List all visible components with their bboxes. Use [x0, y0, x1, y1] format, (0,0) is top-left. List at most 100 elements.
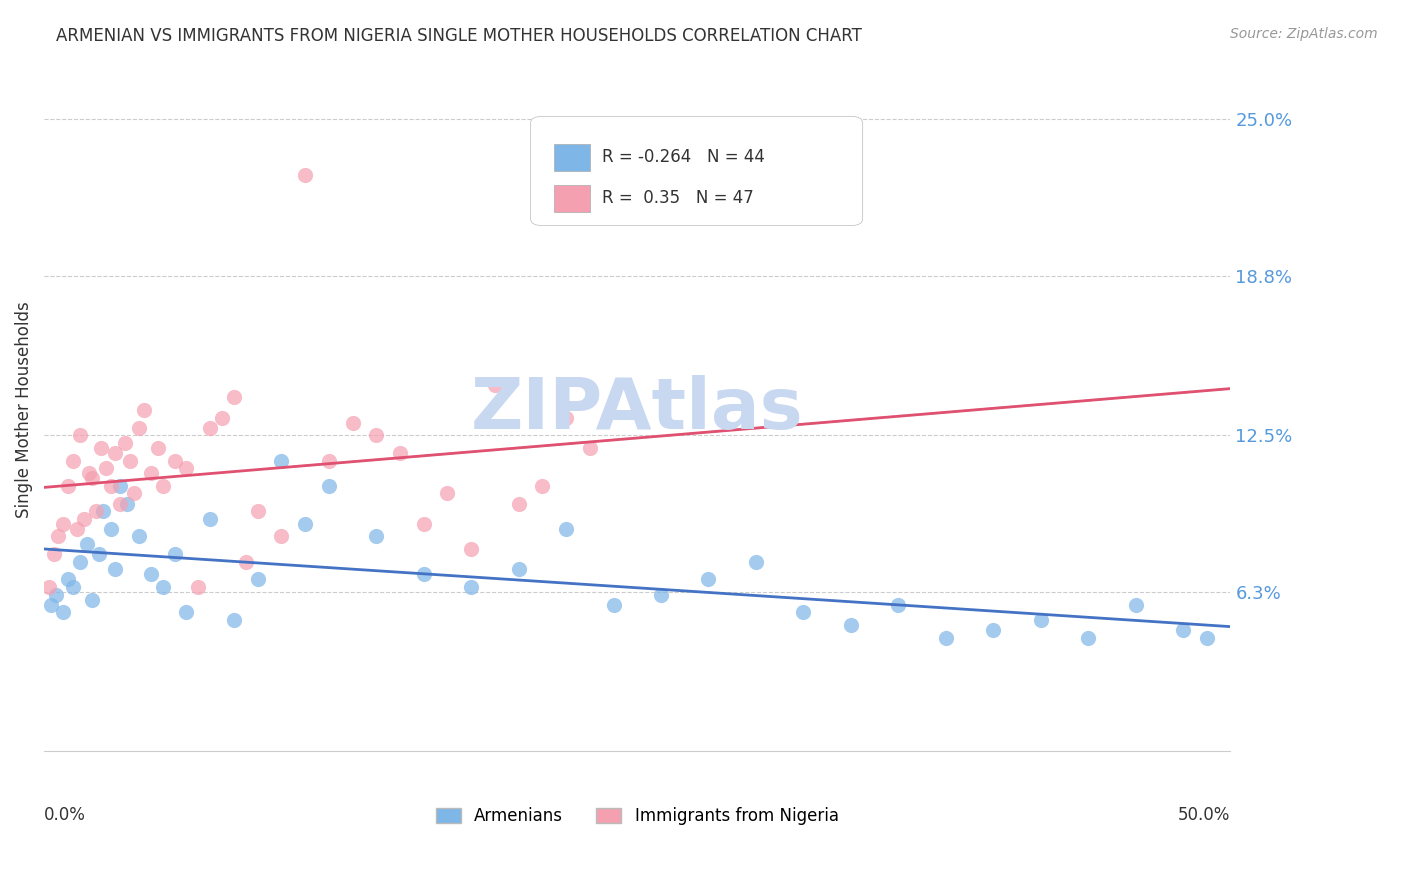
Point	[366, 529, 388, 543]
Point	[579, 441, 602, 455]
Point	[555, 522, 578, 536]
Point	[80, 592, 103, 607]
Point	[104, 446, 127, 460]
Point	[792, 605, 814, 619]
Text: 50.0%: 50.0%	[1178, 806, 1230, 824]
Point	[146, 441, 169, 455]
Point	[39, 598, 62, 612]
Point	[163, 453, 186, 467]
Point	[100, 479, 122, 493]
Y-axis label: Single Mother Households: Single Mother Households	[15, 301, 32, 518]
Point	[108, 497, 131, 511]
Point	[93, 504, 115, 518]
Point	[176, 461, 198, 475]
Point	[294, 516, 316, 531]
Point	[84, 504, 107, 518]
Point	[76, 537, 98, 551]
Point	[318, 453, 340, 467]
Point	[1077, 631, 1099, 645]
Text: R =  0.35   N = 47: R = 0.35 N = 47	[602, 189, 754, 207]
Point	[412, 516, 434, 531]
Point	[118, 453, 141, 467]
Point	[69, 555, 91, 569]
Point	[104, 562, 127, 576]
Point	[389, 446, 412, 460]
Point	[270, 529, 292, 543]
Point	[132, 403, 155, 417]
Point	[139, 567, 162, 582]
Point	[839, 618, 862, 632]
Bar	[554, 185, 591, 212]
Point	[152, 479, 174, 493]
Point	[152, 580, 174, 594]
Point	[66, 522, 89, 536]
Point	[211, 410, 233, 425]
Point	[100, 522, 122, 536]
Point	[200, 420, 222, 434]
Point	[115, 497, 138, 511]
Point	[200, 512, 222, 526]
Point	[62, 580, 84, 594]
Text: R = -0.264   N = 44: R = -0.264 N = 44	[602, 148, 765, 166]
Point	[981, 623, 1004, 637]
Point	[508, 497, 530, 511]
Point	[46, 529, 69, 543]
Point	[176, 605, 198, 619]
Point	[62, 453, 84, 467]
Point	[187, 580, 209, 594]
Point	[73, 512, 96, 526]
Point	[342, 416, 364, 430]
Point	[508, 562, 530, 576]
Point	[108, 479, 131, 493]
Point	[531, 479, 554, 493]
Text: ZIPAtlas: ZIPAtlas	[471, 376, 804, 444]
Point	[77, 467, 100, 481]
Bar	[554, 144, 591, 171]
Point	[222, 390, 245, 404]
Point	[555, 410, 578, 425]
Point	[887, 598, 910, 612]
Point	[90, 441, 112, 455]
Point	[1195, 631, 1218, 645]
Text: 0.0%: 0.0%	[44, 806, 86, 824]
Point	[52, 516, 75, 531]
Point	[56, 479, 79, 493]
Point	[460, 542, 482, 557]
Point	[114, 435, 136, 450]
Point	[1125, 598, 1147, 612]
Point	[163, 547, 186, 561]
Point	[139, 467, 162, 481]
Legend: Armenians, Immigrants from Nigeria: Armenians, Immigrants from Nigeria	[429, 800, 845, 832]
Point	[42, 547, 65, 561]
Point	[366, 428, 388, 442]
Point	[697, 573, 720, 587]
Point	[484, 377, 506, 392]
Point	[246, 573, 269, 587]
Point	[935, 631, 957, 645]
Point	[94, 461, 117, 475]
Point	[38, 580, 60, 594]
Point	[246, 504, 269, 518]
Point	[56, 573, 79, 587]
Point	[52, 605, 75, 619]
FancyBboxPatch shape	[530, 116, 863, 226]
Text: ARMENIAN VS IMMIGRANTS FROM NIGERIA SINGLE MOTHER HOUSEHOLDS CORRELATION CHART: ARMENIAN VS IMMIGRANTS FROM NIGERIA SING…	[56, 27, 862, 45]
Point	[294, 168, 316, 182]
Point	[69, 428, 91, 442]
Point	[745, 555, 768, 569]
Point	[87, 547, 110, 561]
Point	[128, 529, 150, 543]
Point	[460, 580, 482, 594]
Point	[128, 420, 150, 434]
Point	[412, 567, 434, 582]
Point	[80, 471, 103, 485]
Point	[436, 486, 458, 500]
Point	[1029, 613, 1052, 627]
Point	[124, 486, 146, 500]
Point	[1171, 623, 1194, 637]
Point	[45, 588, 67, 602]
Point	[270, 453, 292, 467]
Point	[235, 555, 257, 569]
Point	[602, 598, 624, 612]
Point	[222, 613, 245, 627]
